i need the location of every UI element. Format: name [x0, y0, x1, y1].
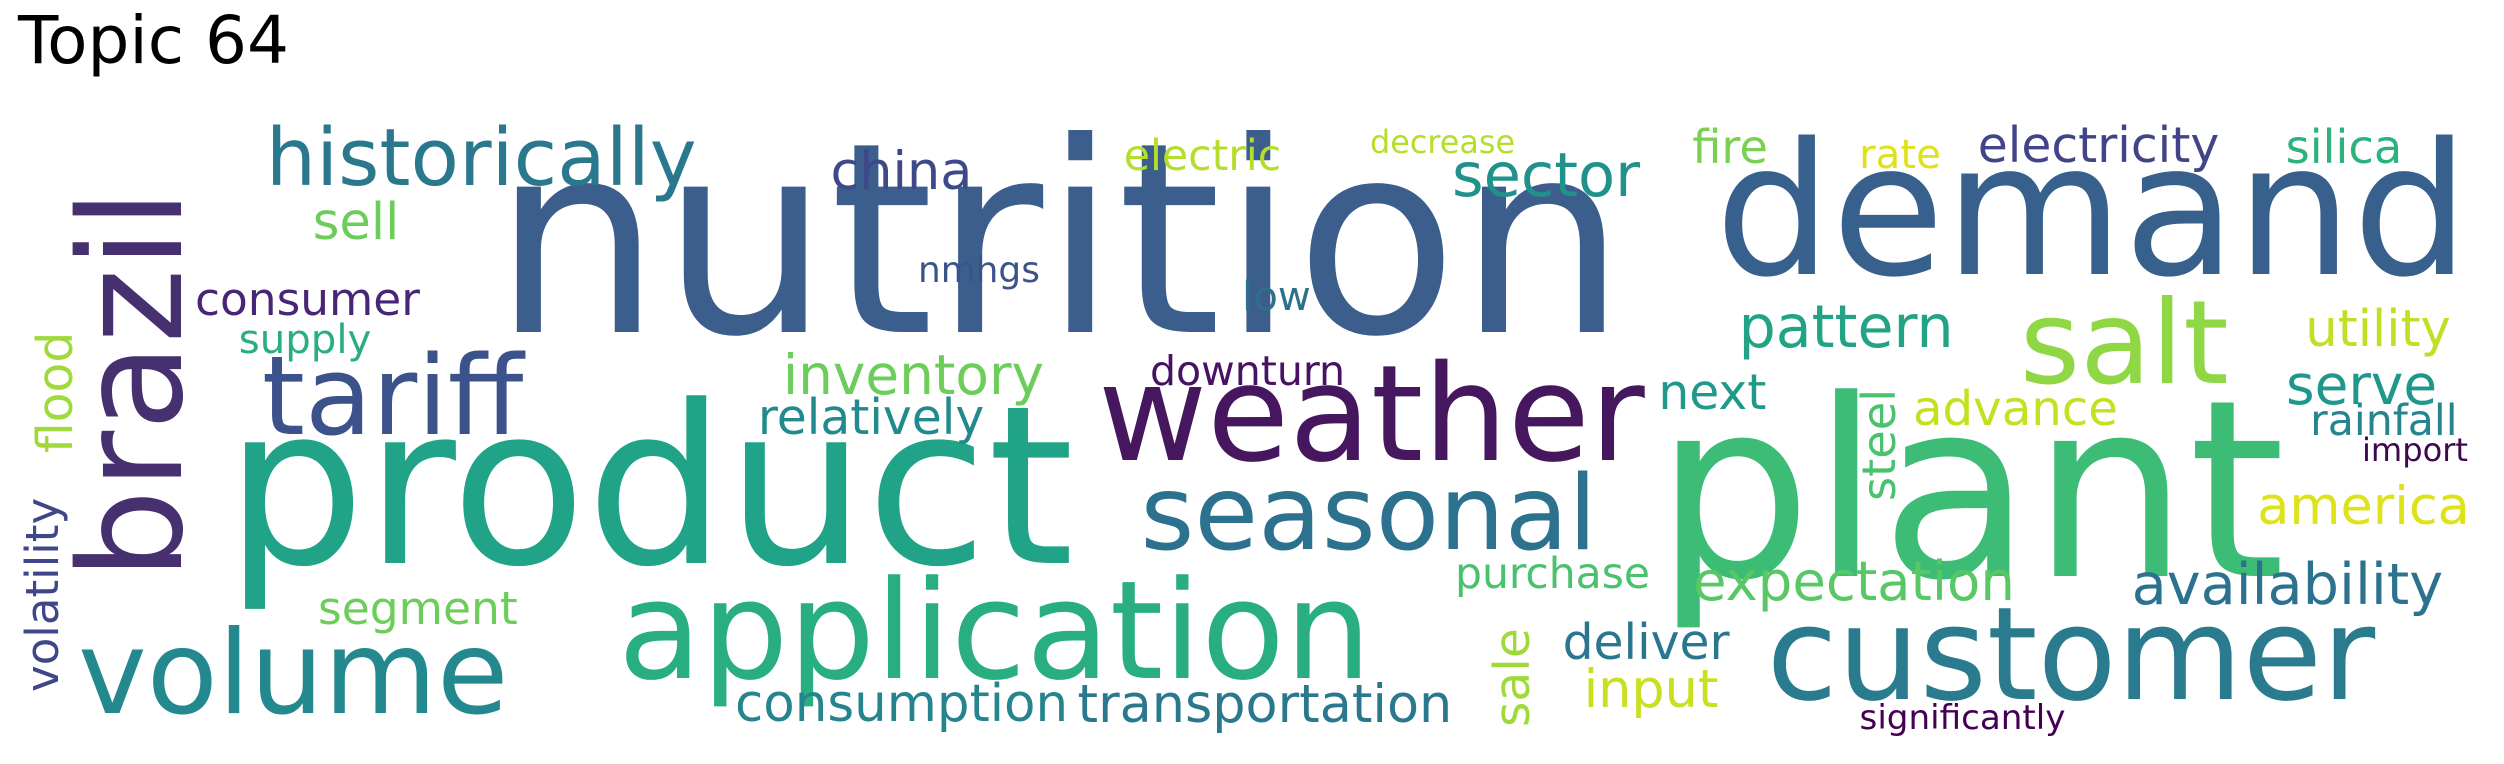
word-nmhgs: nmhgs [918, 250, 1040, 292]
word-product: product [225, 358, 1075, 616]
word-plant: plant [1655, 347, 2286, 635]
word-application: application [618, 551, 1372, 711]
word-silica: silica [2285, 120, 2403, 175]
word-supply: supply [238, 317, 372, 364]
word-historically: historically [265, 111, 697, 205]
word-segment: segment [318, 581, 518, 635]
word-significantly: significantly [1859, 697, 2066, 738]
word-sector: sector [1452, 140, 1641, 211]
word-import: import [2362, 431, 2469, 470]
word-pattern: pattern [1738, 292, 1954, 361]
word-transportation: transportation [1077, 673, 1453, 735]
word-sell: sell [312, 191, 400, 252]
word-seasonal: seasonal [1140, 453, 1598, 574]
word-expectation: expectation [1693, 548, 2015, 613]
word-customer: customer [1766, 580, 2376, 731]
word-input: input [1583, 658, 1719, 720]
word-inventory: inventory [782, 343, 1044, 408]
word-downturn: downturn [1150, 346, 1346, 395]
word-purchase: purchase [1455, 549, 1650, 599]
word-consumer: consumer [195, 272, 420, 326]
word-nutrition: nutrition [492, 85, 1627, 396]
word-utility: utility [2305, 298, 2451, 359]
word-flood: flood [27, 331, 85, 454]
word-serve: serve [2286, 353, 2438, 418]
word-tariff: tariff [261, 331, 524, 460]
word-relatively: relatively [757, 389, 985, 447]
word-availability: availability [2131, 551, 2444, 619]
word-china: china [830, 140, 973, 202]
word-low: low [1242, 274, 1311, 321]
word-weather: weather [1098, 337, 1645, 493]
figure-title: Topic 64 [18, 2, 289, 79]
word-volume: volume [78, 606, 509, 742]
word-america: america [2257, 475, 2470, 537]
word-electricity: electricity [1977, 117, 2220, 175]
word-electric: electric [1123, 130, 1282, 181]
word-rate: rate [1859, 132, 1941, 179]
word-fire: fire [1692, 120, 1768, 175]
word-rainfall: rainfall [2310, 395, 2458, 446]
word-steel: steel [1852, 388, 1907, 502]
word-deliver: deliver [1562, 614, 1730, 672]
word-salt: salt [2019, 276, 2229, 412]
word-consumption: consumption [735, 674, 1069, 735]
word-demand: demand [1715, 104, 2470, 319]
word-next: next [1658, 364, 1767, 422]
word-volatility: volatility [15, 497, 69, 692]
word-sale: sale [1484, 628, 1542, 727]
word-decrease: decrease [1370, 123, 1516, 162]
word-advance: advance [1913, 381, 2118, 438]
